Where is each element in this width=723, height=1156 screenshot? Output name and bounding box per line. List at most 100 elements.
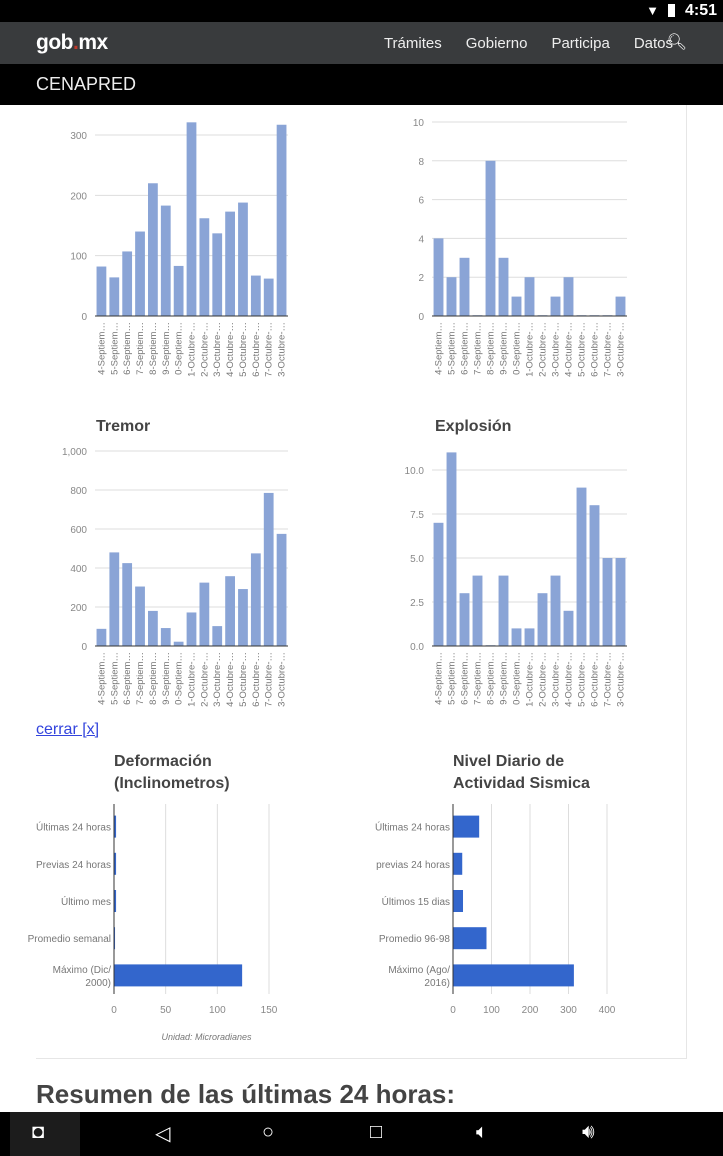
chart-title-deformacion: Deformación (Inclinometros) bbox=[114, 753, 230, 792]
bar bbox=[114, 964, 243, 987]
recents-icon[interactable]: □ bbox=[370, 1121, 383, 1143]
close-link[interactable]: cerrar [x] bbox=[36, 721, 100, 738]
bar bbox=[186, 612, 197, 646]
y-tick-label: 2.5 bbox=[410, 598, 424, 609]
category-label: Últimas 24 horas bbox=[375, 821, 450, 834]
bar bbox=[453, 964, 574, 987]
chart-title-tremor: Tremor bbox=[96, 418, 151, 435]
bar bbox=[212, 233, 223, 316]
x-tick-label: 1-Octubre-… bbox=[187, 652, 198, 707]
x-tick-label: 4-Octubre-… bbox=[225, 652, 236, 707]
bar bbox=[212, 626, 223, 646]
bar bbox=[225, 211, 235, 316]
x-tick-label: 8-Septiem… bbox=[148, 322, 159, 375]
bar bbox=[537, 593, 548, 646]
bar bbox=[250, 553, 261, 646]
x-tick-label: 3-Octubre-… bbox=[277, 652, 288, 707]
bar bbox=[524, 277, 535, 316]
y-tick-label: 1,000 bbox=[62, 447, 87, 458]
section-title: CENAPRED bbox=[36, 74, 137, 94]
x-tick-label: 4-Septiem… bbox=[434, 652, 445, 705]
x-tick-label: 4-Octubre-… bbox=[564, 652, 575, 707]
logo-text: mx bbox=[78, 31, 108, 54]
x-tick-label: 2-Octubre-… bbox=[538, 652, 549, 707]
x-tick-label: 7-Septiem… bbox=[135, 322, 146, 375]
bar bbox=[276, 124, 287, 316]
back-icon[interactable]: ◁ bbox=[155, 1123, 171, 1145]
x-tick-label: 1-Octubre-… bbox=[525, 652, 536, 707]
x-tick-label: 2-Octubre-… bbox=[199, 652, 210, 707]
bar bbox=[446, 452, 457, 646]
x-tick-label: 8-Septiem… bbox=[148, 652, 159, 705]
home-icon[interactable]: ○ bbox=[262, 1121, 275, 1143]
logo[interactable]: gob.mx bbox=[36, 31, 108, 55]
x-tick-label: 7-Octubre-… bbox=[264, 652, 275, 707]
card-border bbox=[686, 105, 687, 1058]
volume-down-icon[interactable]: 🔈︎ bbox=[476, 1121, 488, 1143]
x-tick-label: 6-Septiem… bbox=[122, 322, 133, 375]
y-tick-label: 800 bbox=[70, 486, 87, 497]
x-tick-label: 6-Octubre-… bbox=[590, 652, 601, 707]
bar bbox=[433, 522, 444, 646]
x-tick-label: 9-Septiem… bbox=[499, 322, 510, 375]
x-tick-label: 100 bbox=[483, 1005, 500, 1016]
x-tick-label: 300 bbox=[560, 1005, 577, 1016]
x-tick-label: 0 bbox=[111, 1005, 117, 1016]
bar bbox=[263, 278, 274, 316]
y-tick-label: 2 bbox=[418, 273, 424, 284]
bar bbox=[135, 586, 145, 646]
nav-tramites[interactable]: Trámites bbox=[383, 35, 442, 52]
bar bbox=[550, 575, 561, 646]
bar bbox=[109, 277, 120, 316]
x-tick-label: 3-Octubre-… bbox=[212, 652, 223, 707]
x-tick-label: 8-Septiem… bbox=[486, 652, 497, 705]
x-tick-label: 7-Septiem… bbox=[473, 652, 484, 705]
wifi-icon: ▼ bbox=[646, 3, 659, 18]
volume-up-icon[interactable]: 🔊︎ bbox=[582, 1121, 595, 1143]
bar bbox=[485, 160, 496, 316]
category-label: Últimos 15 dias bbox=[382, 895, 450, 908]
bar bbox=[199, 218, 210, 316]
x-tick-label: 5-Octubre-… bbox=[577, 652, 588, 707]
x-tick-label: 5-Septiem… bbox=[109, 322, 120, 375]
x-tick-label: 7-Septiem… bbox=[473, 322, 484, 375]
nav-gobierno[interactable]: Gobierno bbox=[465, 35, 528, 52]
bar bbox=[615, 558, 626, 646]
bar bbox=[615, 296, 626, 316]
x-tick-label: 2-Octubre-… bbox=[199, 322, 210, 377]
x-tick-label: 3-Octubre-… bbox=[277, 322, 288, 377]
chart-title-explosion: Explosión bbox=[435, 418, 512, 435]
logo-text: gob bbox=[36, 31, 73, 54]
screenshot-button[interactable]: ◘ bbox=[10, 1112, 80, 1156]
y-tick-label: 200 bbox=[70, 191, 87, 202]
x-tick-label: 400 bbox=[599, 1005, 616, 1016]
bar bbox=[453, 890, 464, 912]
unit-note: Unidad: Microradianes bbox=[161, 1032, 252, 1042]
nav-participa[interactable]: Participa bbox=[551, 35, 610, 52]
search-icon[interactable]: 🔍︎ bbox=[666, 34, 687, 51]
y-tick-label: 6 bbox=[418, 196, 424, 207]
category-label: Máximo (Ago/ bbox=[388, 965, 450, 976]
bar bbox=[511, 296, 522, 316]
bar bbox=[459, 257, 470, 316]
camera-icon: ◘ bbox=[32, 1121, 45, 1143]
x-tick-label: 6-Octubre-… bbox=[251, 652, 262, 707]
bar bbox=[186, 122, 197, 316]
x-tick-label: 4-Septiem… bbox=[434, 322, 445, 375]
x-tick-label: 6-Octubre-… bbox=[590, 322, 601, 377]
nav-datos[interactable]: Datos bbox=[633, 35, 673, 52]
bar bbox=[453, 927, 487, 950]
bar bbox=[160, 628, 171, 646]
bar bbox=[96, 628, 107, 646]
card-border bbox=[36, 1058, 687, 1059]
bar bbox=[160, 205, 171, 316]
bar bbox=[122, 563, 133, 646]
bar bbox=[173, 641, 184, 646]
category-label: Promedio 96-98 bbox=[379, 934, 451, 945]
x-tick-label: 7-Octubre-… bbox=[603, 322, 614, 377]
bar bbox=[446, 277, 457, 316]
x-tick-label: 5-Octubre-… bbox=[238, 322, 249, 377]
x-tick-label: 150 bbox=[261, 1005, 278, 1016]
bar bbox=[238, 202, 248, 316]
x-tick-label: 5-Octubre-… bbox=[577, 322, 588, 377]
